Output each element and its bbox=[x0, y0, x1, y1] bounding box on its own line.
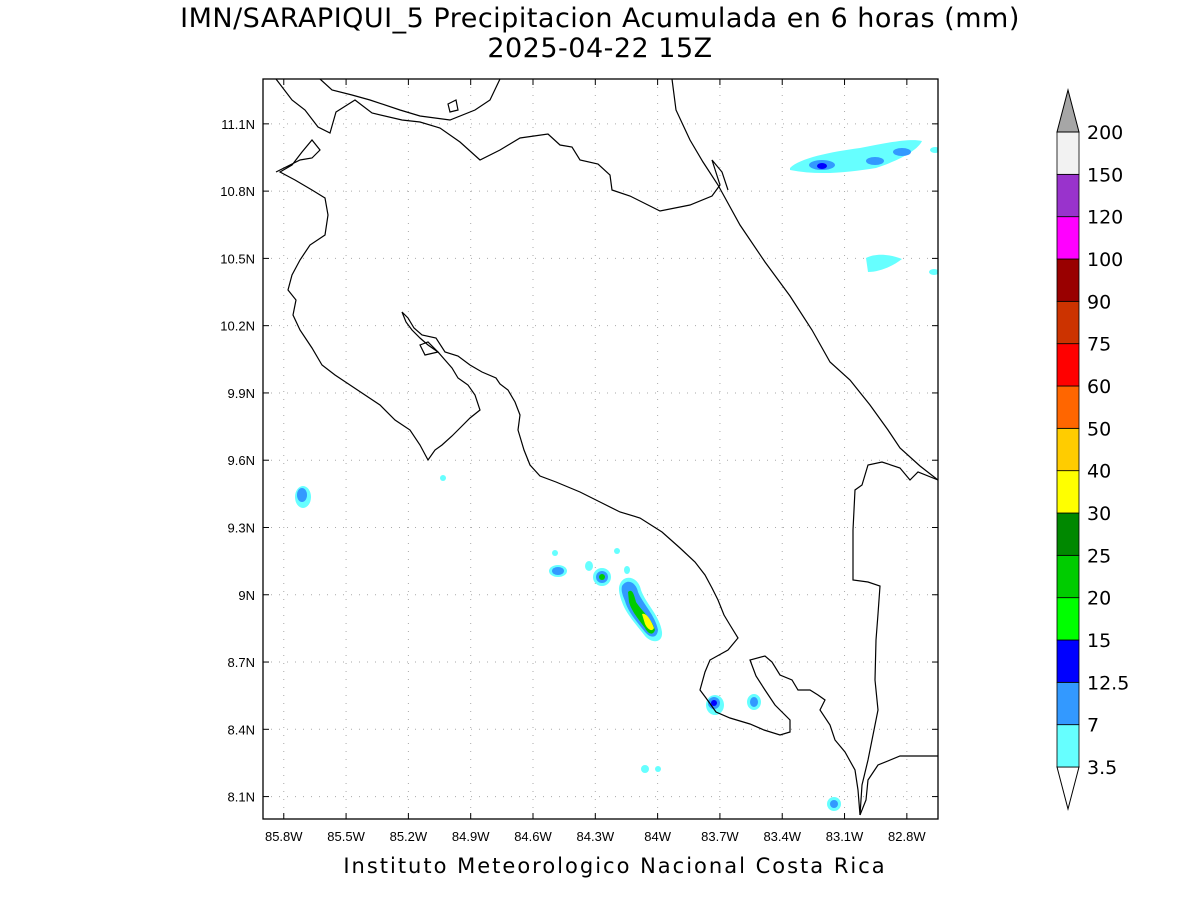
colorbar-level-label: 200 bbox=[1087, 122, 1123, 144]
precip-spot bbox=[614, 548, 620, 554]
lon-tick-label: 84.3W bbox=[577, 829, 615, 844]
colorbar-level-label: 30 bbox=[1087, 503, 1111, 525]
border-nicaragua bbox=[275, 79, 729, 212]
colorbar-segment bbox=[1056, 173, 1080, 218]
border-panama bbox=[852, 461, 938, 816]
colorbar-level-label: 20 bbox=[1087, 588, 1111, 610]
precip-spot bbox=[641, 765, 649, 773]
precip-spot bbox=[929, 269, 938, 275]
colorbar-segment bbox=[1056, 639, 1080, 683]
precip-spot bbox=[585, 561, 593, 571]
map-frame bbox=[262, 78, 939, 820]
precip-core bbox=[599, 574, 605, 580]
precip-main-band-peak bbox=[642, 613, 654, 631]
precip-core bbox=[711, 700, 717, 706]
colorbar-segment bbox=[1056, 597, 1080, 641]
precip-spot bbox=[655, 766, 661, 772]
colorbar-segment bbox=[1056, 216, 1080, 260]
lon-tick-label: 83.1W bbox=[826, 829, 864, 844]
colorbar-level-label: 50 bbox=[1087, 418, 1111, 440]
lat-tick-label: 9.9N bbox=[228, 386, 255, 401]
colorbar-high-arrow bbox=[1056, 88, 1080, 133]
colorbar-segment bbox=[1056, 512, 1080, 556]
colorbar-level-label: 12.5 bbox=[1087, 672, 1129, 694]
lat-tick-label: 9.3N bbox=[228, 520, 255, 535]
colorbar-segment bbox=[1056, 724, 1080, 768]
lon-tick-label: 85.5W bbox=[327, 829, 365, 844]
precipitation-areas bbox=[295, 140, 938, 811]
lat-tick-label: 8.4N bbox=[228, 722, 255, 737]
colorbar-segment bbox=[1056, 131, 1080, 175]
colorbar-level-label: 100 bbox=[1087, 249, 1123, 271]
coastlines bbox=[275, 79, 938, 816]
lat-tick-label: 9N bbox=[238, 588, 255, 603]
precip-spot bbox=[552, 550, 558, 556]
colorbar-level-label: 25 bbox=[1087, 545, 1111, 567]
latitude-axis: 11.1N 10.8N 10.5N 10.2N 9.9N 9.6N 9.3N 9N 8.7N 8.… bbox=[220, 117, 938, 805]
colorbar-level-label: 40 bbox=[1087, 461, 1111, 483]
map-grid bbox=[263, 79, 938, 819]
colorbar-level-label: 90 bbox=[1087, 291, 1111, 313]
precip-core bbox=[750, 697, 758, 707]
lon-tick-label: 85.8W bbox=[265, 829, 303, 844]
lat-tick-label: 10.5N bbox=[220, 251, 255, 266]
colorbar-segment bbox=[1056, 681, 1080, 726]
precip-core bbox=[830, 800, 838, 808]
map-title: IMN/SARAPIQUI_5 Precipitacion Acumulada … bbox=[180, 3, 1020, 34]
precip-spot bbox=[440, 475, 446, 481]
lon-tick-label: 84.6W bbox=[514, 829, 552, 844]
colorbar-level-label: 150 bbox=[1087, 164, 1123, 186]
caribbean-coast bbox=[671, 79, 938, 481]
precip-spot bbox=[930, 147, 938, 153]
lon-tick-label: 83.4W bbox=[763, 829, 801, 844]
colorbar-segment bbox=[1056, 300, 1080, 345]
colorbar-segment bbox=[1056, 343, 1080, 387]
colorbar-level-label: 3.5 bbox=[1087, 757, 1117, 779]
longitude-axis: 85.8W 85.5W 85.2W 84.9W 84.6W 84.3W 84W 83.7W 83… bbox=[265, 79, 926, 844]
lake-nicaragua-shore bbox=[319, 79, 501, 121]
lon-tick-label: 82.8W bbox=[888, 829, 926, 844]
colorbar-level-label: 120 bbox=[1087, 207, 1123, 229]
lon-tick-label: 84W bbox=[644, 829, 671, 844]
colorbar-level-label: 15 bbox=[1087, 630, 1111, 652]
lat-tick-label: 9.6N bbox=[228, 453, 255, 468]
lake-arenal bbox=[419, 341, 440, 356]
lon-tick-label: 84.9W bbox=[452, 829, 490, 844]
lat-tick-label: 11.1N bbox=[221, 117, 255, 132]
colorbar-segment bbox=[1056, 554, 1080, 599]
lat-tick-label: 10.8N bbox=[220, 184, 255, 199]
panama-coast bbox=[859, 755, 938, 816]
lon-tick-label: 83.7W bbox=[701, 829, 739, 844]
lat-tick-label: 10.2N bbox=[220, 319, 255, 334]
lat-tick-label: 8.7N bbox=[228, 655, 255, 670]
precipitation-colorbar: 3.5 7 12.5 15 20 25 30 40 50 60 75 90 100 120 150 200 bbox=[1056, 88, 1129, 811]
precip-spot bbox=[624, 566, 630, 574]
colorbar-segment bbox=[1056, 385, 1080, 429]
precip-core bbox=[552, 567, 564, 575]
colorbar-low-arrow bbox=[1056, 766, 1080, 811]
lon-tick-label: 85.2W bbox=[390, 829, 428, 844]
precip-core bbox=[893, 148, 911, 156]
lat-tick-label: 8.1N bbox=[228, 790, 255, 805]
precip-band-ne bbox=[790, 140, 922, 174]
map-valid-time: 2025-04-22 15Z bbox=[487, 33, 713, 64]
precip-core bbox=[817, 163, 827, 169]
colorbar-segment bbox=[1056, 470, 1080, 514]
colorbar-segment bbox=[1056, 427, 1080, 472]
island bbox=[447, 99, 459, 113]
credit-text: Instituto Meteorologico Nacional Costa R… bbox=[343, 854, 887, 878]
pacific-coast bbox=[275, 139, 861, 816]
precip-spot bbox=[866, 254, 902, 272]
colorbar-level-label: 75 bbox=[1087, 334, 1111, 356]
colorbar-level-label: 7 bbox=[1087, 715, 1099, 737]
precip-core bbox=[297, 488, 307, 502]
colorbar-segment bbox=[1056, 258, 1080, 302]
colorbar-level-label: 60 bbox=[1087, 376, 1111, 398]
precip-core bbox=[866, 157, 884, 165]
